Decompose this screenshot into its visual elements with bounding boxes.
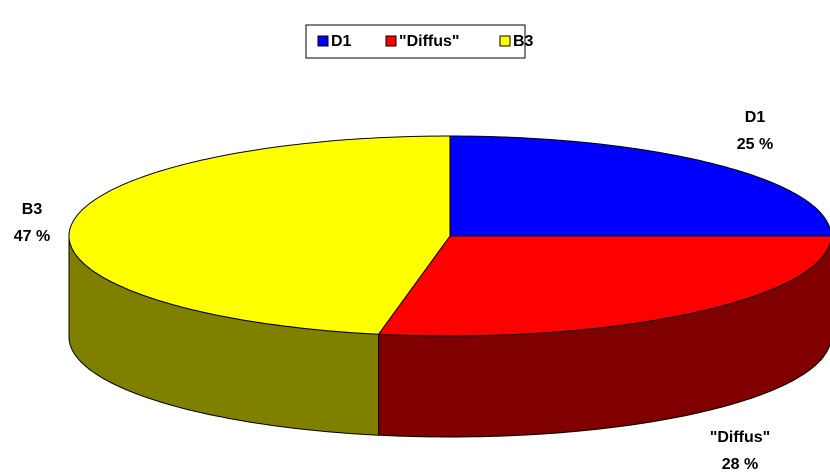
data-label-value: 47 % — [14, 228, 50, 245]
legend-box — [305, 24, 526, 59]
legend-swatch — [317, 35, 329, 47]
legend-label: B3 — [513, 33, 534, 50]
data-label-name: "Diffus" — [710, 429, 771, 446]
slice — [377, 235, 830, 337]
data-label-value: 28 % — [722, 456, 758, 473]
legend-label: "Diffus" — [399, 33, 460, 50]
legend-label: D1 — [331, 33, 352, 50]
data-label-name: B3 — [22, 201, 43, 218]
legend-swatch — [385, 35, 397, 47]
legend-swatch — [499, 35, 511, 47]
slice — [449, 135, 830, 237]
data-label-value: 25 % — [737, 136, 773, 153]
slice — [68, 135, 451, 335]
data-label-name: D1 — [745, 109, 766, 126]
